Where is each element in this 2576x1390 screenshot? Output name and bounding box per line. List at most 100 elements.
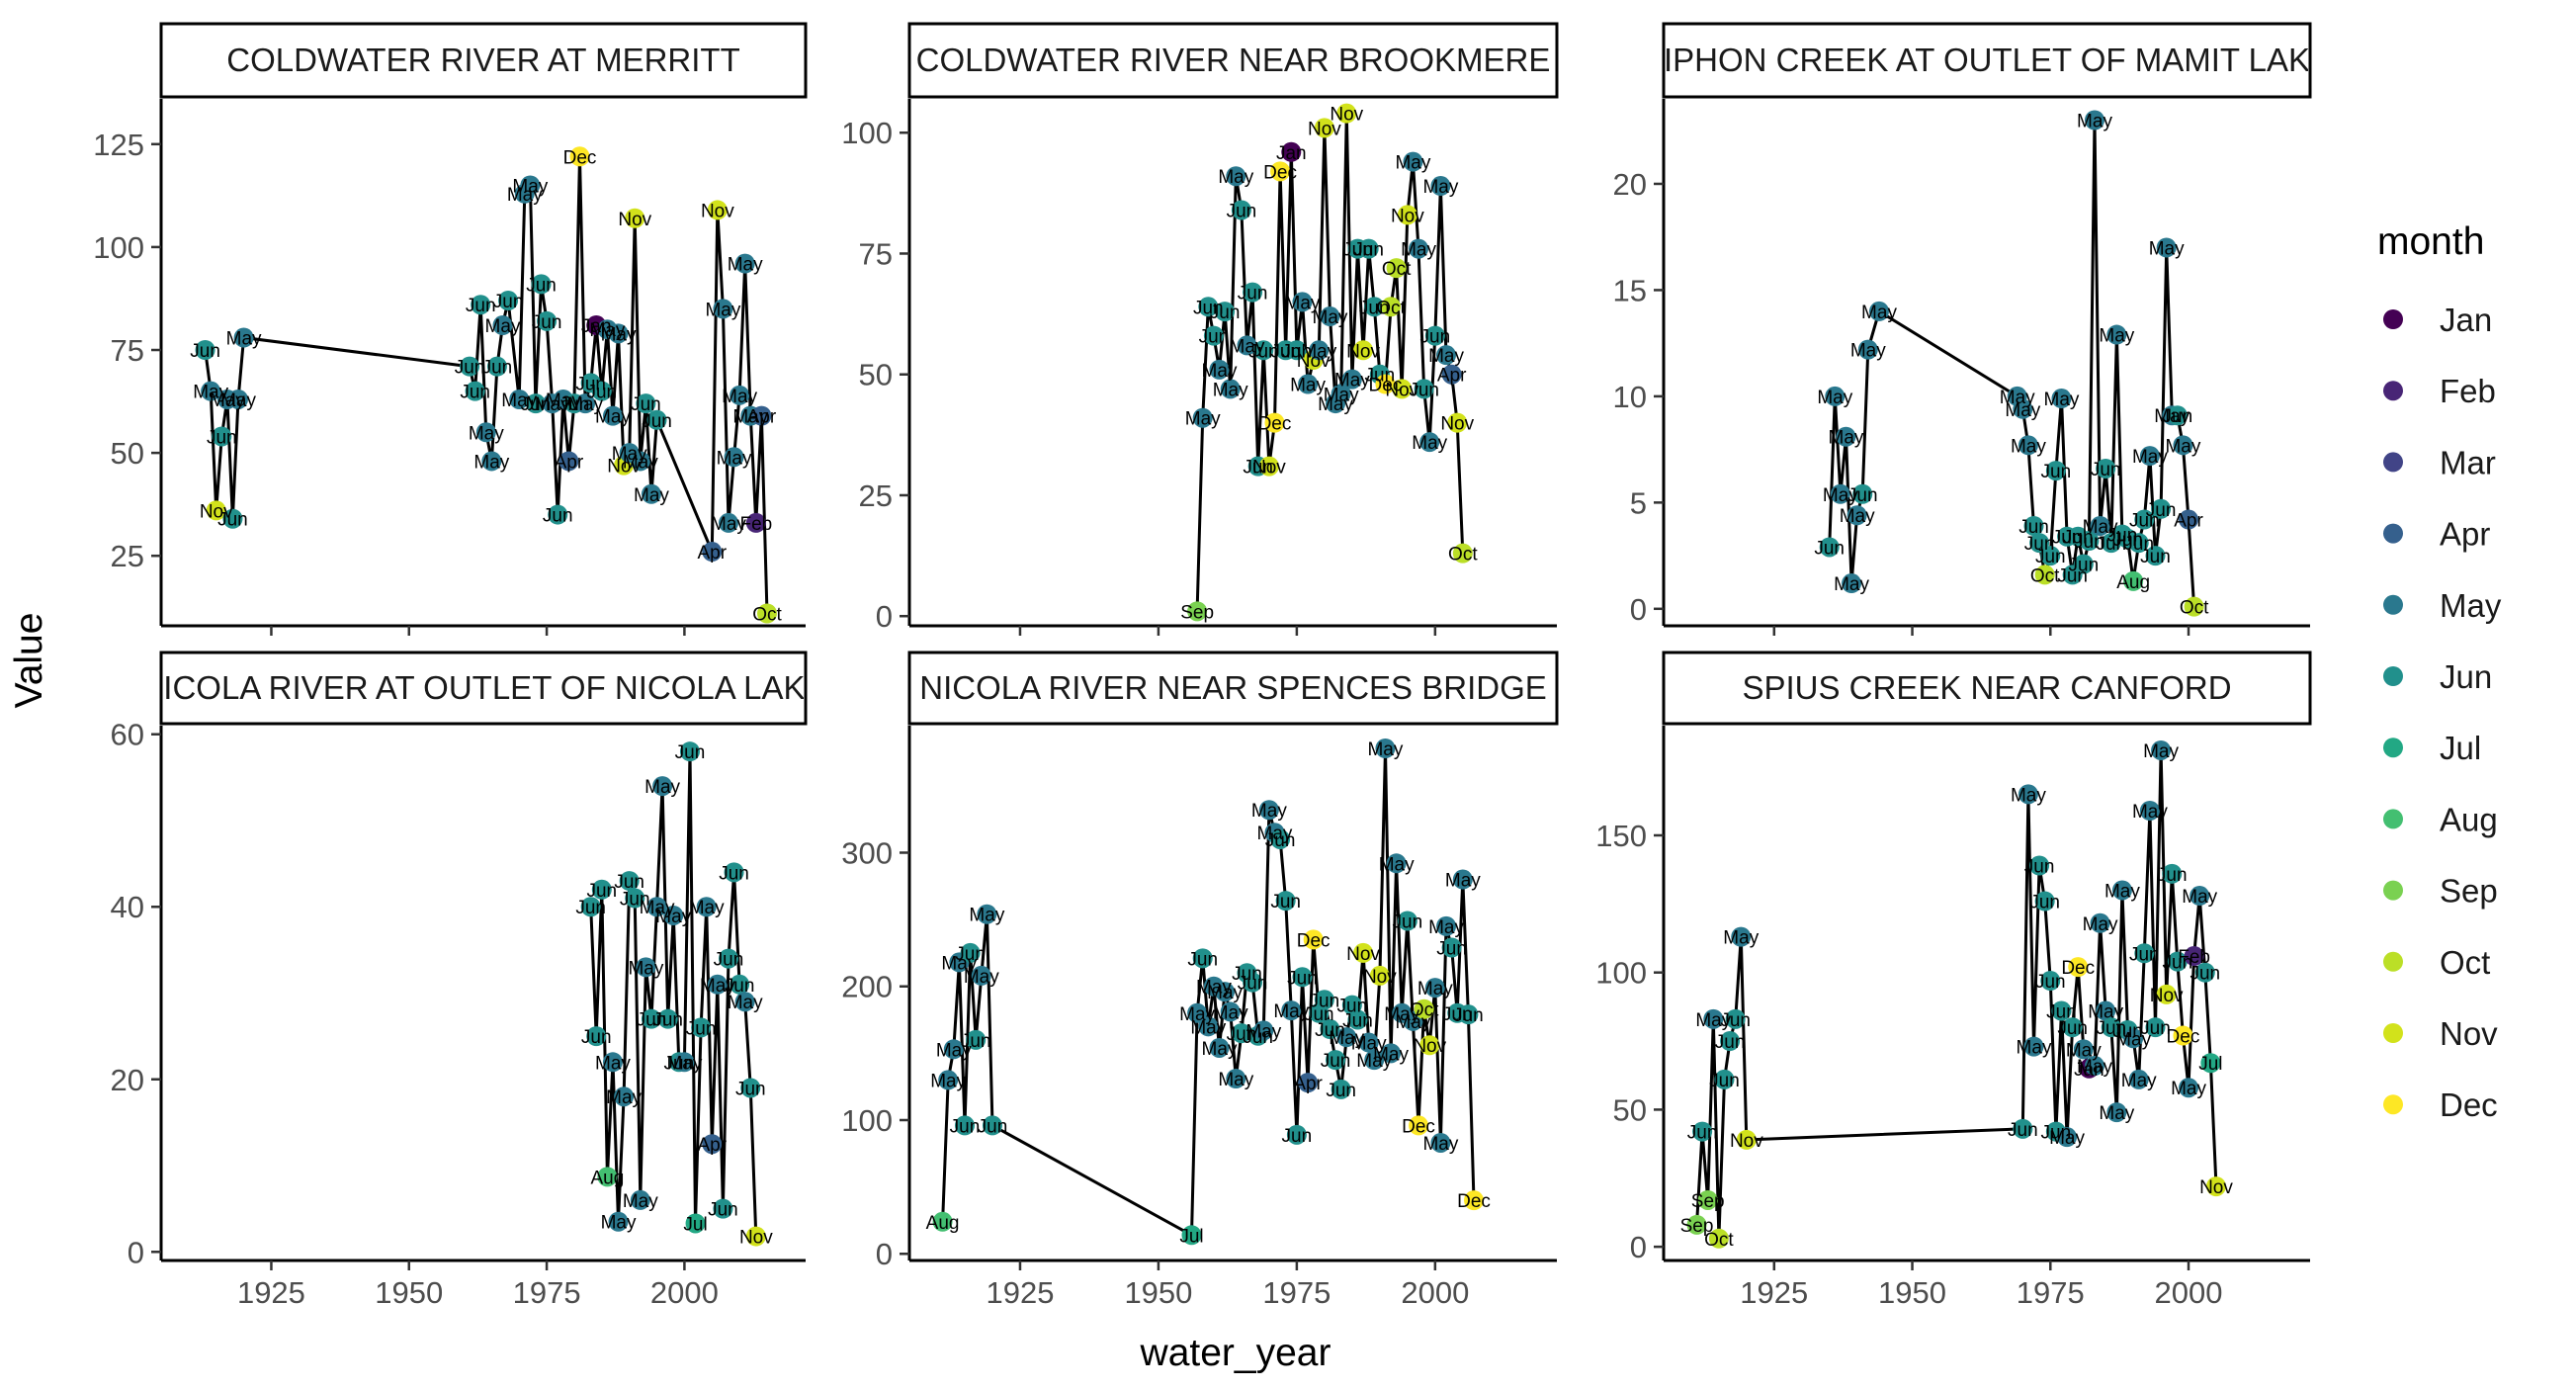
legend-title: month bbox=[2377, 220, 2484, 263]
legend-label: Jan bbox=[2440, 302, 2492, 338]
data-point bbox=[730, 385, 750, 405]
point-label: May bbox=[1213, 380, 1248, 400]
point-label: Jun bbox=[725, 976, 755, 997]
data-point bbox=[460, 356, 480, 377]
data-point bbox=[1331, 1079, 1351, 1099]
point-label: Dec bbox=[1258, 414, 1292, 435]
point-label: May bbox=[1190, 1017, 1226, 1038]
y-tick-label: 15 bbox=[1613, 273, 1647, 307]
data-point bbox=[734, 992, 755, 1012]
data-point bbox=[608, 323, 629, 344]
data-point bbox=[2013, 1118, 2033, 1139]
point-label: Oct bbox=[2030, 565, 2060, 586]
point-label: Jun bbox=[1453, 1005, 1484, 1026]
point-label: Jun bbox=[2129, 944, 2160, 965]
point-label: May bbox=[2182, 887, 2217, 908]
data-point bbox=[1258, 800, 1279, 821]
data-point bbox=[2145, 1017, 2166, 1038]
point-label: Jun bbox=[2112, 530, 2143, 551]
point-label: Apr bbox=[697, 1135, 727, 1156]
data-point bbox=[1714, 1069, 1735, 1089]
point-label: Jun bbox=[652, 1010, 683, 1031]
data-point bbox=[2051, 389, 2072, 409]
point-label: May bbox=[2011, 436, 2046, 457]
data-point bbox=[1298, 374, 1319, 394]
data-point bbox=[724, 447, 744, 468]
point-label: Dec bbox=[563, 147, 597, 168]
data-point bbox=[2073, 554, 2094, 574]
point-label: May bbox=[2104, 881, 2140, 902]
data-point bbox=[636, 393, 656, 414]
point-label: May bbox=[2083, 517, 2118, 538]
data-point bbox=[2134, 943, 2155, 964]
data-point bbox=[228, 389, 249, 409]
data-point bbox=[2018, 784, 2038, 805]
data-point bbox=[2029, 855, 2050, 876]
point-label: Jun bbox=[1243, 1027, 1273, 1048]
point-label: May bbox=[2000, 388, 2035, 408]
point-label: Jun bbox=[1393, 912, 1423, 932]
data-point bbox=[756, 603, 777, 624]
point-label: Nov bbox=[1297, 351, 1331, 372]
y-tick-label: 25 bbox=[859, 478, 893, 513]
data-point bbox=[2085, 110, 2104, 130]
data-point bbox=[195, 340, 215, 361]
point-label: Jun bbox=[2096, 1018, 2126, 1039]
x-tick-label: 1950 bbox=[1878, 1275, 1946, 1310]
data-point bbox=[2034, 565, 2055, 585]
data-point bbox=[212, 426, 232, 447]
point-label: May bbox=[728, 255, 763, 276]
legend-label: May bbox=[2440, 587, 2502, 624]
point-label: Jun bbox=[1365, 366, 1396, 387]
facet-strip-title: SPIUS CREEK NEAR CANFORD bbox=[1742, 669, 2231, 706]
point-label: May bbox=[666, 1053, 702, 1074]
point-label: Jun bbox=[2190, 964, 2220, 985]
data-point bbox=[702, 542, 723, 563]
data-point bbox=[492, 315, 513, 336]
data-point bbox=[1198, 297, 1219, 317]
data-point bbox=[1181, 1225, 1202, 1246]
point-label: Jun bbox=[1227, 1024, 1257, 1045]
point-label: Dec bbox=[2061, 958, 2095, 979]
point-label: May bbox=[1218, 1070, 1253, 1090]
facet-strip-title: COLDWATER RIVER AT MERRITT bbox=[226, 42, 739, 78]
data-point bbox=[531, 274, 552, 295]
point-label: May bbox=[2149, 238, 2185, 259]
point-label: May bbox=[2099, 326, 2134, 347]
point-label: Jun bbox=[1282, 341, 1313, 362]
y-tick-label: 0 bbox=[1630, 1230, 1647, 1264]
series-line bbox=[941, 746, 1476, 1237]
x-tick-label: 1925 bbox=[986, 1275, 1054, 1310]
facet-panel: COLDWATER RIVER AT MERRITT 25 50 75 100 125 Ju… bbox=[93, 22, 808, 636]
point-label: Nov bbox=[739, 1228, 773, 1249]
y-tick-label: 300 bbox=[841, 835, 893, 870]
data-point bbox=[1869, 301, 1889, 321]
legend-label: Jun bbox=[2440, 658, 2492, 695]
data-point bbox=[2068, 957, 2089, 978]
point-label: May bbox=[193, 383, 228, 403]
data-point bbox=[1381, 297, 1402, 317]
point-label: Jun bbox=[735, 1079, 766, 1099]
point-label: Nov bbox=[2199, 1177, 2233, 1198]
point-label: Jun bbox=[714, 950, 744, 971]
point-label: Jul bbox=[1179, 1226, 1203, 1247]
point-label: Jun bbox=[950, 1116, 981, 1137]
data-point bbox=[1292, 967, 1313, 988]
point-label: May bbox=[1412, 433, 1447, 454]
point-label: Jun bbox=[978, 1116, 1008, 1137]
point-label: Nov bbox=[2150, 986, 2184, 1006]
point-label: May bbox=[2099, 1103, 2134, 1124]
y-tick-label: 60 bbox=[111, 718, 144, 752]
point-label: Jun bbox=[543, 506, 573, 527]
facet-strip bbox=[159, 651, 808, 726]
point-label: May bbox=[601, 324, 637, 345]
point-label: May bbox=[2044, 390, 2080, 410]
data-point bbox=[1852, 483, 1873, 504]
point-label: May bbox=[595, 1053, 631, 1074]
point-label: May bbox=[1251, 801, 1287, 822]
point-label: May bbox=[689, 898, 725, 918]
point-label: Dec bbox=[1369, 376, 1403, 396]
data-point bbox=[2111, 880, 2132, 901]
data-point bbox=[2013, 398, 2033, 419]
point-label: Jun bbox=[1436, 939, 1467, 960]
